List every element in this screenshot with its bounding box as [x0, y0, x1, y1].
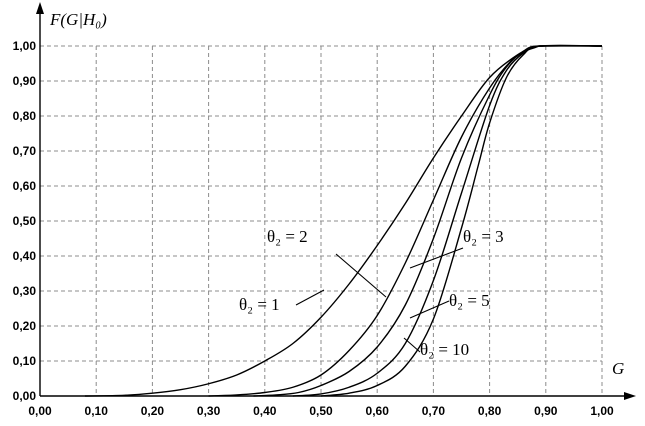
- y-tick-label: 1,00: [13, 39, 37, 53]
- series-label-4: θ₂ = 5: [449, 291, 490, 310]
- series-label-2: θ₂ = 2: [267, 227, 308, 246]
- series-label-5: θ₂ = 10: [420, 340, 469, 359]
- axes: [36, 2, 636, 400]
- y-tick-label: 0,70: [13, 144, 37, 158]
- y-tick-label: 0,80: [13, 109, 37, 123]
- y-axis-arrow: [36, 2, 44, 14]
- y-tick-label: 0,50: [13, 214, 37, 228]
- label-leader-line: [295, 289, 325, 306]
- curve-labels: θ₂ = 1 θ₂ = 2 θ₂ = 3 θ₂ = 5 θ₂ = 10: [239, 227, 504, 359]
- y-tick-label: 0,60: [13, 179, 37, 193]
- x-tick-label: 1,00: [590, 404, 614, 418]
- curves: [84, 44, 603, 397]
- label-leader-line: [335, 253, 387, 298]
- x-tick-label: 0,40: [253, 404, 277, 418]
- y-tick-label: 0,10: [13, 354, 37, 368]
- x-tick-label: 0,20: [141, 404, 165, 418]
- x-tick-label: 0,70: [422, 404, 446, 418]
- x-tick-label: 0,50: [309, 404, 333, 418]
- label-leader-line: [409, 300, 450, 319]
- y-tick-label: 0,40: [13, 249, 37, 263]
- series-line-5: [320, 44, 603, 397]
- label-leaders: [295, 247, 464, 353]
- label-leader-line: [409, 247, 464, 269]
- x-tick-labels: 0,00 0,10 0,20 0,30 0,40 0,50 0,60 0,70 0,80 0,90…: [28, 404, 614, 418]
- x-tick-label: 0,90: [534, 404, 558, 418]
- series-label-3: θ₂ = 3: [463, 227, 504, 246]
- x-axis-arrow: [624, 392, 636, 400]
- x-tick-label: 0,00: [28, 404, 52, 418]
- y-tick-label: 0,00: [13, 389, 37, 403]
- series-label-1: θ₂ = 1: [239, 295, 280, 314]
- y-tick-label: 0,30: [13, 284, 37, 298]
- series-line-4: [292, 44, 603, 397]
- y-tick-labels: 0,00 0,10 0,20 0,30 0,40 0,50 0,60 0,70 0,80 0,90…: [13, 39, 37, 403]
- y-tick-label: 0,20: [13, 319, 37, 333]
- x-tick-label: 0,30: [197, 404, 221, 418]
- grid: [40, 45, 603, 396]
- x-axis-label: G: [612, 359, 624, 378]
- x-tick-label: 0,10: [85, 404, 109, 418]
- y-axis-label: F(G|H₀): [49, 10, 107, 29]
- x-tick-label: 0,60: [366, 404, 390, 418]
- x-tick-label: 0,80: [478, 404, 502, 418]
- y-tick-label: 0,90: [13, 74, 37, 88]
- label-leader-line: [403, 337, 421, 353]
